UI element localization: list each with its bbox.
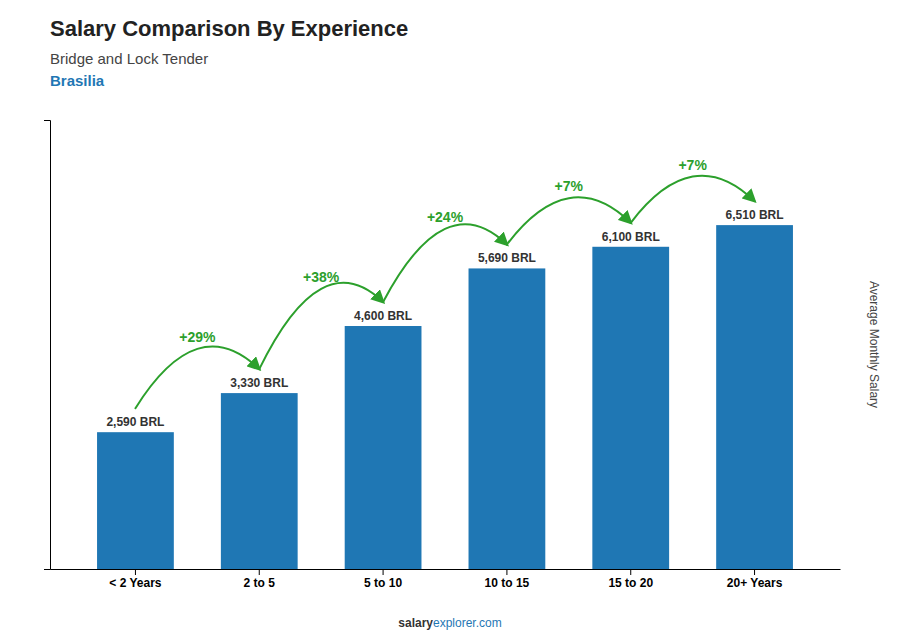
subtitle: Brasilia [50,72,105,89]
annotation: +38% [303,269,340,285]
bar [345,326,422,569]
y-axis-title: Average Monthly Salary [867,281,881,408]
x-axis: < 2 Years 2 to 5 5 to 10 10 to 15 15 to 20 20… [51,569,841,590]
x-tick-label: 15 to 20 [608,576,653,590]
x-tick-label: 20+ Years [727,576,783,590]
y-axis [44,121,51,570]
x-tick-label: 2 to 5 [244,576,276,590]
growth-arrow [631,176,755,223]
annotation: +24% [427,209,464,225]
x-tick-label: < 2 Years [109,576,161,590]
data-label: 6,100 BRL [602,230,660,244]
annotations: +29% +38% +24% +7% +7% [135,157,754,409]
x-tick-mark [383,569,384,575]
data-label: 5,690 BRL [478,251,536,265]
bar [592,247,669,569]
bar [716,225,793,569]
x-tick-label: 10 to 15 [485,576,530,590]
x-tick: < 2 Years [109,569,161,590]
subtitle: Bridge and Lock Tender [50,50,208,67]
x-tick-mark [506,569,507,575]
y-axis-line [44,121,51,570]
x-tick: 15 to 20 [608,569,653,590]
title: Salary Comparison By Experience [50,16,408,41]
x-tick-mark [135,569,136,575]
bar [97,432,174,569]
bars [97,225,793,569]
data-label: 6,510 BRL [726,208,784,222]
x-tick: 20+ Years [727,569,783,590]
data-label: 4,600 BRL [354,309,412,323]
x-tick-mark [630,569,631,575]
x-tick: 2 to 5 [244,569,276,590]
bar [221,393,298,569]
footer-part: salary [398,616,433,630]
footer-part: explorer.com [433,616,502,630]
chart: Salary Comparison By Experience Bridge an… [0,0,900,641]
x-tick-label: 5 to 10 [364,576,402,590]
annotation: +7% [678,157,707,173]
x-tick: 10 to 15 [485,569,530,590]
data-labels: 2,590 BRL 3,330 BRL 4,600 BRL 5,690 BRL 6,10… [106,208,783,429]
data-label: 3,330 BRL [230,376,288,390]
growth-arrow [507,197,631,244]
x-tick-mark [259,569,260,575]
footer: salaryexplorer.com [398,616,501,630]
x-axis-line [51,569,841,570]
plot: < 2 Years 2 to 5 5 to 10 10 to 15 15 to 20 20… [44,121,841,590]
x-tick-mark [754,569,755,575]
annotation: +29% [179,329,216,345]
annotation: +7% [555,178,584,194]
data-label: 2,590 BRL [106,415,164,429]
growth-arrow [135,346,259,408]
growth-arrow [259,283,383,369]
growth-arrow [383,224,507,302]
x-tick: 5 to 10 [364,569,402,590]
bar [469,268,546,569]
